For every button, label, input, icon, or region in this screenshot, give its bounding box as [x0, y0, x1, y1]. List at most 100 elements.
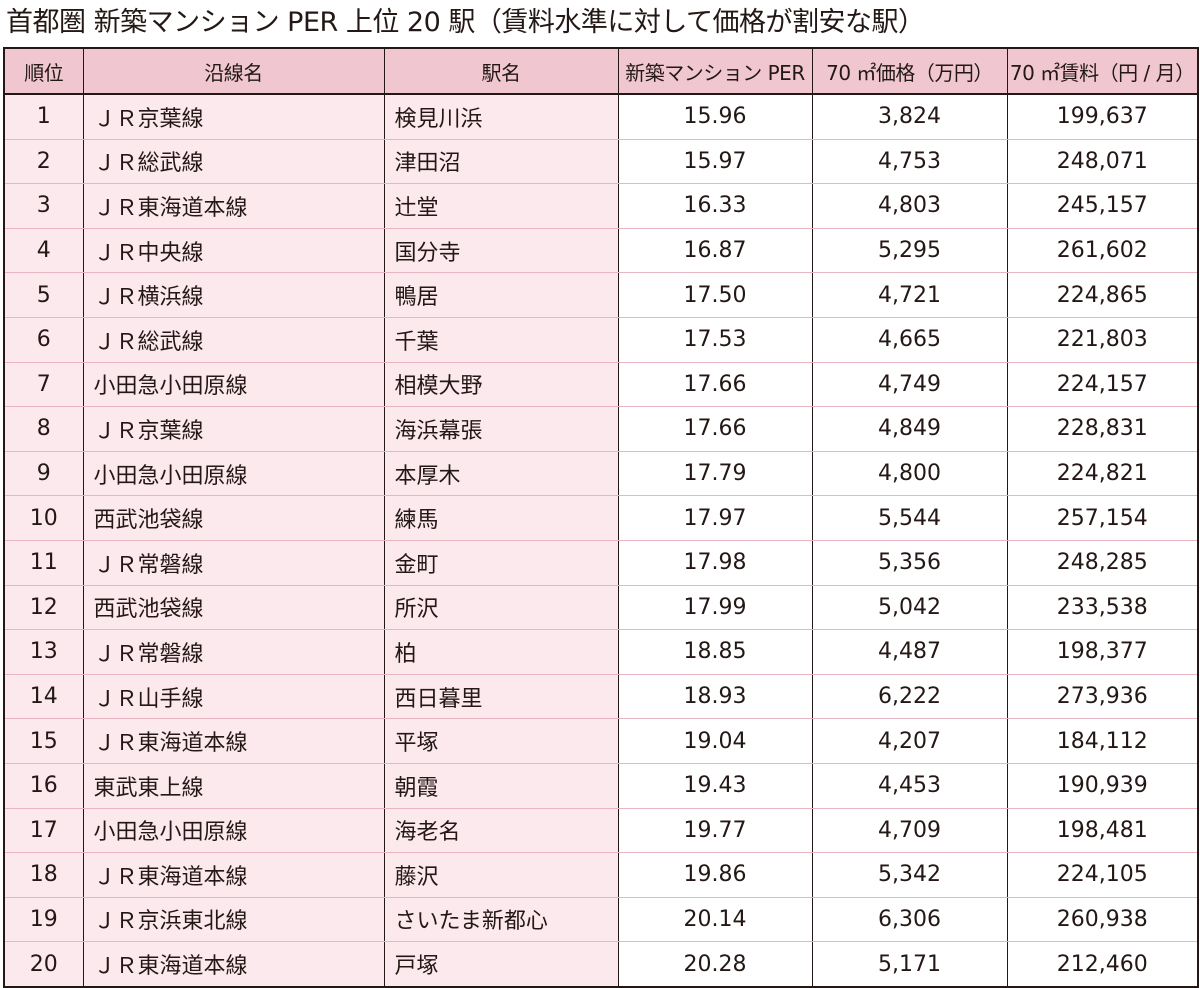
cell-line: ＪＲ京浜東北線	[82, 897, 385, 943]
table-row: 20 ＪＲ東海道本線 戸塚 20.28 5,171 212,460	[3, 941, 1199, 988]
column-header-price: 70 ㎡価格（万円）	[811, 48, 1008, 95]
table-header-row: 順位 沿線名 駅名 新築マンション PER 70 ㎡価格（万円） 70 ㎡賃料（…	[3, 48, 1199, 95]
cell-rank: 17	[3, 808, 84, 854]
cell-rank: 20	[3, 941, 84, 988]
cell-rank: 9	[3, 451, 84, 497]
cell-rent: 257,154	[1006, 495, 1199, 541]
table-row: 4 ＪＲ中央線 国分寺 16.87 5,295 261,602	[3, 228, 1199, 274]
cell-rank: 8	[3, 406, 84, 452]
table-row: 16 東武東上線 朝霞 19.43 4,453 190,939	[3, 763, 1199, 809]
cell-per: 16.87	[617, 228, 813, 274]
cell-rank: 18	[3, 852, 84, 898]
cell-line: ＪＲ常磐線	[82, 629, 385, 675]
table-row: 14 ＪＲ山手線 西日暮里 18.93 6,222 273,936	[3, 674, 1199, 720]
cell-station: 戸塚	[383, 941, 619, 988]
cell-station: 柏	[383, 629, 619, 675]
table-row: 13 ＪＲ常磐線柏 18.85 4,487 198,377	[3, 629, 1199, 675]
cell-price: 4,753	[811, 139, 1008, 185]
cell-station: 平塚	[383, 718, 619, 764]
cell-line: ＪＲ常磐線	[82, 540, 385, 586]
cell-station: 千葉	[383, 317, 619, 363]
cell-rent: 224,157	[1006, 362, 1199, 408]
cell-per: 19.04	[617, 718, 813, 764]
cell-per: 17.98	[617, 540, 813, 586]
cell-rent: 248,071	[1006, 139, 1199, 185]
cell-price: 6,222	[811, 674, 1008, 720]
table-row: 6 ＪＲ総武線 千葉 17.53 4,665 221,803	[3, 317, 1199, 363]
cell-per: 17.79	[617, 451, 813, 497]
cell-line: 小田急小田原線	[82, 808, 385, 854]
table-row: 17 小田急小田原線 海老名 19.77 4,709 198,481	[3, 808, 1199, 854]
cell-line: 東武東上線	[82, 763, 385, 809]
table-row: 15 ＪＲ東海道本線 平塚 19.04 4,207 184,112	[3, 718, 1199, 764]
table-row: 10 西武池袋線 練馬 17.97 5,544 257,154	[3, 495, 1199, 541]
cell-rank: 1	[3, 94, 84, 140]
cell-price: 4,665	[811, 317, 1008, 363]
table-row: 8 ＪＲ京葉線 海浜幕張 17.66 4,849 228,831	[3, 406, 1199, 452]
cell-rent: 260,938	[1006, 897, 1199, 943]
cell-line: 西武池袋線	[82, 585, 385, 631]
cell-rent: 198,377	[1006, 629, 1199, 675]
table-row: 18 ＪＲ東海道本線 藤沢 19.86 5,342 224,105	[3, 852, 1199, 898]
cell-rent: 221,803	[1006, 317, 1199, 363]
cell-rent: 190,939	[1006, 763, 1199, 809]
table-row: 2 ＪＲ総武線 津田沼 15.97 4,753 248,071	[3, 139, 1199, 185]
cell-rent: 248,285	[1006, 540, 1199, 586]
table-row: 9 小田急小田原線 本厚木 17.79 4,800 224,821	[3, 451, 1199, 497]
cell-station: 朝霞	[383, 763, 619, 809]
cell-rank: 6	[3, 317, 84, 363]
cell-station: 本厚木	[383, 451, 619, 497]
cell-per: 17.97	[617, 495, 813, 541]
cell-station: 相模大野	[383, 362, 619, 408]
page-title: 首都圏 新築マンション PER 上位 20 駅（賃料水準に対して価格が割安な駅）	[6, 7, 925, 38]
table-row: 5 ＪＲ横浜線 鴨居 17.50 4,721 224,865	[3, 272, 1199, 318]
column-header-rent: 70 ㎡賃料（円 / 月）	[1006, 48, 1199, 95]
column-header-per: 新築マンション PER	[617, 48, 813, 95]
station-ranking-table: 順位 沿線名 駅名 新築マンション PER 70 ㎡価格（万円） 70 ㎡賃料（…	[3, 47, 1199, 988]
cell-per: 18.93	[617, 674, 813, 720]
table-row: 1 ＪＲ京葉線 検見川浜 15.96 3,824 199,637	[3, 94, 1199, 140]
cell-rent: 233,538	[1006, 585, 1199, 631]
cell-station: 検見川浜	[383, 94, 619, 140]
cell-per: 19.43	[617, 763, 813, 809]
cell-price: 4,849	[811, 406, 1008, 452]
cell-price: 3,824	[811, 94, 1008, 140]
cell-price: 4,803	[811, 183, 1008, 229]
cell-per: 15.96	[617, 94, 813, 140]
cell-station: 金町	[383, 540, 619, 586]
table-body: 1 ＪＲ京葉線 検見川浜 15.96 3,824 199,637 2 ＪＲ総武線 津田沼 15.9…	[3, 94, 1199, 988]
cell-line: ＪＲ東海道本線	[82, 941, 385, 988]
cell-per: 16.33	[617, 183, 813, 229]
cell-rank: 5	[3, 272, 84, 318]
cell-station: 藤沢	[383, 852, 619, 898]
cell-price: 4,487	[811, 629, 1008, 675]
cell-station: 所沢	[383, 585, 619, 631]
cell-price: 5,544	[811, 495, 1008, 541]
cell-rent: 224,865	[1006, 272, 1199, 318]
cell-line: ＪＲ総武線	[82, 317, 385, 363]
cell-line: ＪＲ中央線	[82, 228, 385, 274]
cell-station: 海浜幕張	[383, 406, 619, 452]
column-header-rank: 順位	[3, 48, 84, 95]
cell-price: 5,342	[811, 852, 1008, 898]
table-row: 3 ＪＲ東海道本線 辻堂 16.33 4,803 245,157	[3, 183, 1199, 229]
cell-rank: 12	[3, 585, 84, 631]
cell-rank: 3	[3, 183, 84, 229]
cell-line: ＪＲ京葉線	[82, 94, 385, 140]
cell-rent: 199,637	[1006, 94, 1199, 140]
cell-per: 17.50	[617, 272, 813, 318]
cell-rank: 2	[3, 139, 84, 185]
cell-per: 19.86	[617, 852, 813, 898]
cell-rank: 11	[3, 540, 84, 586]
cell-price: 5,356	[811, 540, 1008, 586]
table-row: 7 小田急小田原線 相模大野 17.66 4,749 224,157	[3, 362, 1199, 408]
column-header-station: 駅名	[383, 48, 619, 95]
cell-per: 20.28	[617, 941, 813, 988]
cell-rent: 198,481	[1006, 808, 1199, 854]
cell-per: 17.99	[617, 585, 813, 631]
cell-rent: 224,821	[1006, 451, 1199, 497]
cell-rank: 16	[3, 763, 84, 809]
cell-price: 4,721	[811, 272, 1008, 318]
cell-rank: 14	[3, 674, 84, 720]
cell-price: 4,207	[811, 718, 1008, 764]
